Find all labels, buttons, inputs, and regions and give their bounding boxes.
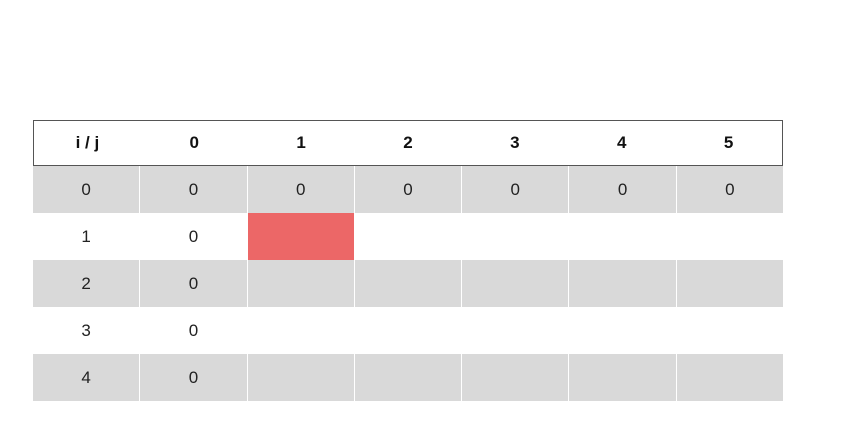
table-cell — [354, 260, 463, 307]
table-cell: 1 — [33, 213, 141, 260]
highlighted-cell — [247, 213, 355, 260]
table-cell — [569, 354, 677, 401]
table-cell — [569, 260, 677, 307]
table-cell: 0 — [140, 213, 248, 260]
table-row: 2 0 — [33, 260, 783, 307]
table-cell — [354, 354, 463, 401]
table-cell — [677, 307, 783, 354]
table-cell — [355, 307, 463, 354]
table-cell: 0 — [140, 354, 248, 401]
header-cell-i-j: i / j — [75, 133, 100, 152]
table-cell: 0 — [33, 166, 141, 213]
table-cell — [248, 307, 355, 354]
table-cell — [569, 213, 677, 260]
table-cell — [677, 213, 783, 260]
table-cell: 0 — [140, 166, 248, 213]
table-cell — [676, 260, 783, 307]
table-cell: 0 — [140, 307, 248, 354]
table-row: 3 0 — [33, 307, 783, 354]
table-row: 1 0 — [33, 213, 783, 260]
table-cell — [247, 260, 355, 307]
header-cell-j0: 0 — [189, 133, 200, 152]
table-cell: 3 — [33, 307, 141, 354]
table-cell — [462, 354, 570, 401]
header-cell-j3: 3 — [510, 133, 520, 152]
table-cell — [676, 354, 783, 401]
table-cell: 0 — [676, 166, 783, 213]
header-cell-j2: 2 — [403, 133, 413, 152]
table-cell — [462, 260, 570, 307]
table-cell: 2 — [33, 260, 141, 307]
table-cell: 0 — [462, 166, 570, 213]
header-cell-j5: 5 — [723, 133, 734, 152]
table-cell — [247, 354, 355, 401]
table-cell: 0 — [140, 260, 248, 307]
header-cell-j4: 4 — [616, 133, 627, 152]
table-cell — [462, 307, 570, 354]
table-cell — [462, 213, 570, 260]
table-header-row: i / j 0 1 2 3 4 5 — [33, 120, 783, 166]
header-cell-j1: 1 — [296, 133, 306, 152]
table-row: 4 0 — [33, 354, 783, 401]
table-cell: 4 — [33, 354, 141, 401]
table-cell: 0 — [247, 166, 355, 213]
table-cell: 0 — [354, 166, 463, 213]
dp-table: i / j 0 1 2 3 4 5 0 0 0 0 0 0 0 1 0 2 0 … — [33, 120, 783, 401]
table-row: 0 0 0 0 0 0 0 — [33, 166, 783, 213]
table-cell: 0 — [569, 166, 677, 213]
table-cell — [569, 307, 677, 354]
table-cell — [355, 213, 463, 260]
